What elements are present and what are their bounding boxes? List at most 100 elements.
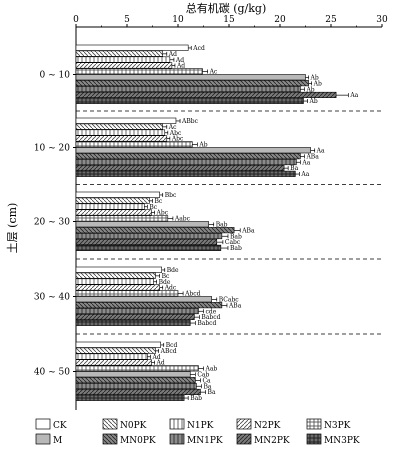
bar — [75, 164, 285, 171]
significance-label: Ba — [208, 389, 216, 396]
significance-label: Bc — [162, 273, 170, 280]
bar — [75, 382, 197, 390]
x-axis: 0 5 10 15 20 25 30 — [73, 15, 388, 28]
x-tick-label: 25 — [325, 15, 337, 25]
x-tick-label: 20 — [274, 15, 286, 25]
significance-label: Ba — [203, 383, 211, 390]
bar — [75, 371, 191, 378]
significance-label: Bbc — [165, 192, 177, 199]
significance-label: ABbc — [181, 118, 199, 125]
bar — [75, 80, 309, 87]
y-tick-label: 40 ~ 50 — [34, 368, 70, 378]
bar — [75, 56, 171, 63]
legend-swatch — [306, 433, 322, 445]
significance-label: Acd — [192, 45, 205, 52]
bar — [75, 170, 296, 177]
bar — [75, 159, 297, 166]
bar — [75, 272, 156, 279]
bar — [75, 233, 223, 240]
bar — [75, 203, 145, 210]
significance-label: Bde — [159, 279, 171, 286]
bar — [75, 238, 218, 245]
significance-label: BCabc — [219, 296, 240, 303]
bar — [75, 394, 185, 401]
significance-label: Aabc — [174, 216, 191, 223]
legend-swatch — [169, 418, 185, 430]
y-axis-label: 土层 (cm) — [6, 203, 19, 254]
bar — [75, 319, 191, 326]
y-tick-label: 20 ~ 30 — [34, 218, 70, 228]
significance-label: Ad — [175, 57, 184, 64]
significance-label: Abcd — [184, 291, 201, 298]
significance-label: Ab — [310, 74, 319, 81]
significance-label: Babcd — [197, 320, 216, 327]
legend-label: N0PK — [120, 421, 147, 431]
legend-swatch — [236, 418, 252, 430]
bar — [75, 278, 154, 285]
bar — [75, 365, 199, 372]
legend-swatch — [306, 418, 322, 430]
significance-label: Abc — [156, 210, 169, 217]
significance-label: ABa — [305, 153, 319, 160]
bar — [75, 284, 160, 291]
bar — [75, 123, 163, 130]
legend-label: MN3PK — [324, 436, 360, 446]
significance-label: Ab — [313, 80, 322, 87]
x-tick-label: 10 — [172, 15, 184, 25]
y-tick-label: 10 ~ 20 — [34, 144, 70, 154]
legend-swatch — [102, 418, 118, 430]
bar — [75, 141, 193, 148]
significance-label: Ad — [168, 51, 177, 58]
y-tick-label: 30 ~ 40 — [34, 293, 70, 303]
significance-label: Cab — [197, 371, 209, 378]
significance-label: Abc — [171, 136, 184, 143]
x-tick-label: 15 — [223, 15, 235, 25]
significance-label: Cabc — [225, 239, 241, 246]
legend: CK N0PK N1PK N2PK N3PK M MN0PK MN1PK MN2PK MN3PK — [35, 418, 360, 446]
legend-label: N2PK — [254, 421, 281, 431]
bar — [75, 227, 235, 234]
legend-label: CK — [53, 421, 67, 431]
significance-label: Adc — [164, 285, 177, 292]
significance-label: Ab — [198, 142, 207, 149]
legend-label: N3PK — [324, 421, 351, 431]
chart-title: 总有机碳 (g/kg) — [186, 1, 267, 15]
bar — [75, 244, 222, 251]
bar — [75, 359, 152, 366]
bar — [75, 153, 301, 160]
significance-label: Abc — [169, 130, 182, 137]
significance-label: Aa — [349, 92, 358, 99]
significance-label: Ad — [176, 63, 185, 70]
bar — [75, 266, 162, 273]
bar — [75, 129, 166, 136]
bar — [75, 313, 195, 321]
legend-swatch — [102, 433, 118, 445]
bar — [75, 296, 212, 303]
bar — [75, 215, 169, 222]
legend-label: MN2PK — [254, 436, 290, 446]
bar — [75, 353, 148, 360]
bar — [75, 341, 161, 348]
significance-label: Bc — [155, 198, 163, 205]
legend-swatch — [169, 433, 185, 445]
x-tick-label: 30 — [376, 15, 388, 25]
bar — [75, 307, 199, 315]
significance-label: Aa — [300, 171, 309, 178]
bar — [75, 388, 201, 396]
significance-label: Bcd — [166, 342, 178, 349]
significance-label: Ac — [168, 124, 177, 131]
bar — [75, 197, 150, 204]
significance-label: Babcd — [201, 314, 220, 321]
legend-swatch — [35, 418, 51, 430]
bar — [75, 135, 168, 142]
significance-label: Ac — [209, 69, 218, 76]
legend-swatch — [35, 433, 51, 445]
significance-label: Aab — [205, 366, 218, 373]
legend-label: MN1PK — [187, 436, 223, 446]
x-tick-label: 5 — [124, 15, 130, 25]
bar — [75, 74, 306, 81]
significance-label: Ba — [290, 165, 298, 172]
significance-label: ABa — [241, 227, 255, 234]
